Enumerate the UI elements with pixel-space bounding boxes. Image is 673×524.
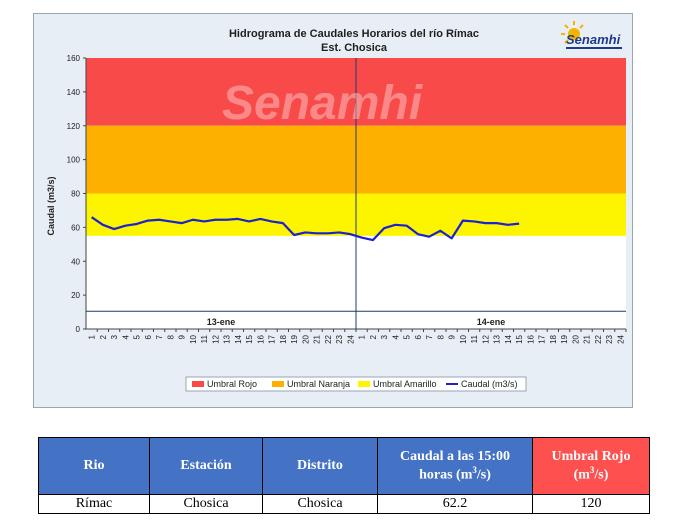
x-tick-label: 4 <box>121 334 130 339</box>
x-tick-label: 11 <box>470 334 479 343</box>
x-tick-label: 9 <box>178 334 187 339</box>
header-rio: Rio <box>38 437 150 495</box>
x-tick-label: 1 <box>358 334 367 339</box>
legend-swatch <box>192 381 204 387</box>
header-caudal-tail: /s) <box>476 467 491 483</box>
x-tick-label: 19 <box>560 334 569 343</box>
y-tick-label: 20 <box>71 291 80 300</box>
x-tick-label: 23 <box>335 334 344 343</box>
x-tick-label: 3 <box>110 334 119 339</box>
summary-table: Rio Estación Distrito Caudal a las 15:00… <box>38 437 650 514</box>
y-tick-label: 140 <box>67 88 81 97</box>
x-tick-label: 21 <box>313 334 322 343</box>
x-tick-label: 7 <box>155 334 164 339</box>
x-tick-label: 23 <box>605 334 614 343</box>
x-tick-label: 7 <box>425 334 434 339</box>
x-tick-label: 20 <box>571 334 580 343</box>
x-tick-label: 4 <box>391 334 400 339</box>
x-tick-label: 22 <box>594 334 603 343</box>
x-tick-label: 5 <box>403 334 412 339</box>
x-tick-label: 22 <box>324 334 333 343</box>
x-tick-label: 15 <box>245 334 254 343</box>
chart-title: Hidrograma de Caudales Horarios del río … <box>229 28 479 40</box>
x-tick-label: 10 <box>189 334 198 343</box>
x-tick-label: 15 <box>515 334 524 343</box>
header-caudal-sup: 3 <box>472 464 477 475</box>
x-tick-label: 8 <box>436 334 445 339</box>
legend-label: Umbral Rojo <box>207 379 257 389</box>
y-tick-label: 120 <box>67 122 81 131</box>
x-tick-label: 8 <box>166 334 175 339</box>
legend-label: Caudal (m3/s) <box>461 379 518 389</box>
header-umbral-sup: 3 <box>589 464 595 475</box>
x-tick-label: 16 <box>256 334 265 343</box>
x-tick-label: 12 <box>481 334 490 343</box>
header-estacion: Estación <box>149 437 263 495</box>
x-tick-label: 14 <box>234 334 243 343</box>
y-tick-label: 40 <box>71 257 80 266</box>
x-tick-label: 19 <box>290 334 299 343</box>
cell-estacion: Chosica <box>149 494 263 514</box>
x-tick-label: 13 <box>223 334 232 343</box>
legend-label: Umbral Amarillo <box>373 379 437 389</box>
hydrograph-chart: Hidrograma de Caudales Horarios del río … <box>46 21 627 392</box>
x-tick-label: 5 <box>133 334 142 339</box>
x-tick-label: 12 <box>211 334 220 343</box>
x-tick-label: 6 <box>414 334 423 339</box>
header-caudal-text: Caudal a las 15:00 horas (m <box>399 448 511 483</box>
y-tick-label: 100 <box>67 156 81 165</box>
logo-text: Senamhi <box>566 32 621 47</box>
x-tick-label: 24 <box>346 334 355 343</box>
day-label: 13-ene <box>207 317 236 327</box>
y-axis-label: Caudal (m3/s) <box>46 176 56 235</box>
x-tick-label: 17 <box>268 334 277 343</box>
x-tick-label: 24 <box>616 334 625 343</box>
table-header-row: Rio Estación Distrito Caudal a las 15:00… <box>38 437 650 495</box>
x-tick-label: 20 <box>301 334 310 343</box>
sun-icon <box>561 21 584 44</box>
x-tick-label: 13 <box>493 334 502 343</box>
legend-swatch <box>358 381 370 387</box>
legend-swatch <box>272 381 284 387</box>
y-tick-label: 0 <box>76 325 81 334</box>
x-tick-label: 17 <box>538 334 547 343</box>
header-umbral-tail: /s) <box>594 467 609 483</box>
cell-caudal: 62.2 <box>377 494 533 514</box>
cell-distrito: Chosica <box>262 494 378 514</box>
x-tick-label: 10 <box>459 334 468 343</box>
header-distrito: Distrito <box>262 437 378 495</box>
x-tick-label: 2 <box>99 334 108 339</box>
legend: Umbral Rojo Umbral Naranja Umbral Amarillo… <box>185 376 527 392</box>
x-tick-label: 18 <box>549 334 558 343</box>
cell-umbral-rojo: 120 <box>532 494 650 514</box>
watermark-text: Senamhi <box>222 77 424 130</box>
x-tick-label: 2 <box>369 334 378 339</box>
x-tick-label: 6 <box>144 334 153 339</box>
y-tick-label: 60 <box>71 223 80 232</box>
x-tick-label: 14 <box>504 334 513 343</box>
cell-rio: Rímac <box>38 494 150 514</box>
y-tick-label: 80 <box>71 190 80 199</box>
x-tick-label: 16 <box>526 334 535 343</box>
x-tick-label: 18 <box>279 334 288 343</box>
legend-box <box>185 376 527 392</box>
table-row: Rímac Chosica Chosica 62.2 120 <box>38 494 650 514</box>
x-tick-label: 21 <box>583 334 592 343</box>
chart-subtitle: Est. Chosica <box>321 42 388 54</box>
x-tick-label: 9 <box>448 334 457 339</box>
y-tick-label: 160 <box>67 54 81 63</box>
series-line-caudal <box>91 216 520 242</box>
header-umbral-rojo: Umbral Rojo (m3/s) <box>532 437 650 495</box>
header-umbral-text: Umbral Rojo (m <box>551 448 631 483</box>
day-label: 14-ene <box>477 317 506 327</box>
senamhi-logo: Senamhi <box>561 21 622 49</box>
chart-frame: Hidrograma de Caudales Horarios del río … <box>33 13 633 408</box>
x-tick-label: 11 <box>200 334 209 343</box>
x-tick-label: 3 <box>380 334 389 339</box>
header-caudal: Caudal a las 15:00 horas (m3/s) <box>377 437 533 495</box>
x-tick-label: 1 <box>88 334 97 339</box>
legend-label: Umbral Naranja <box>287 379 350 389</box>
